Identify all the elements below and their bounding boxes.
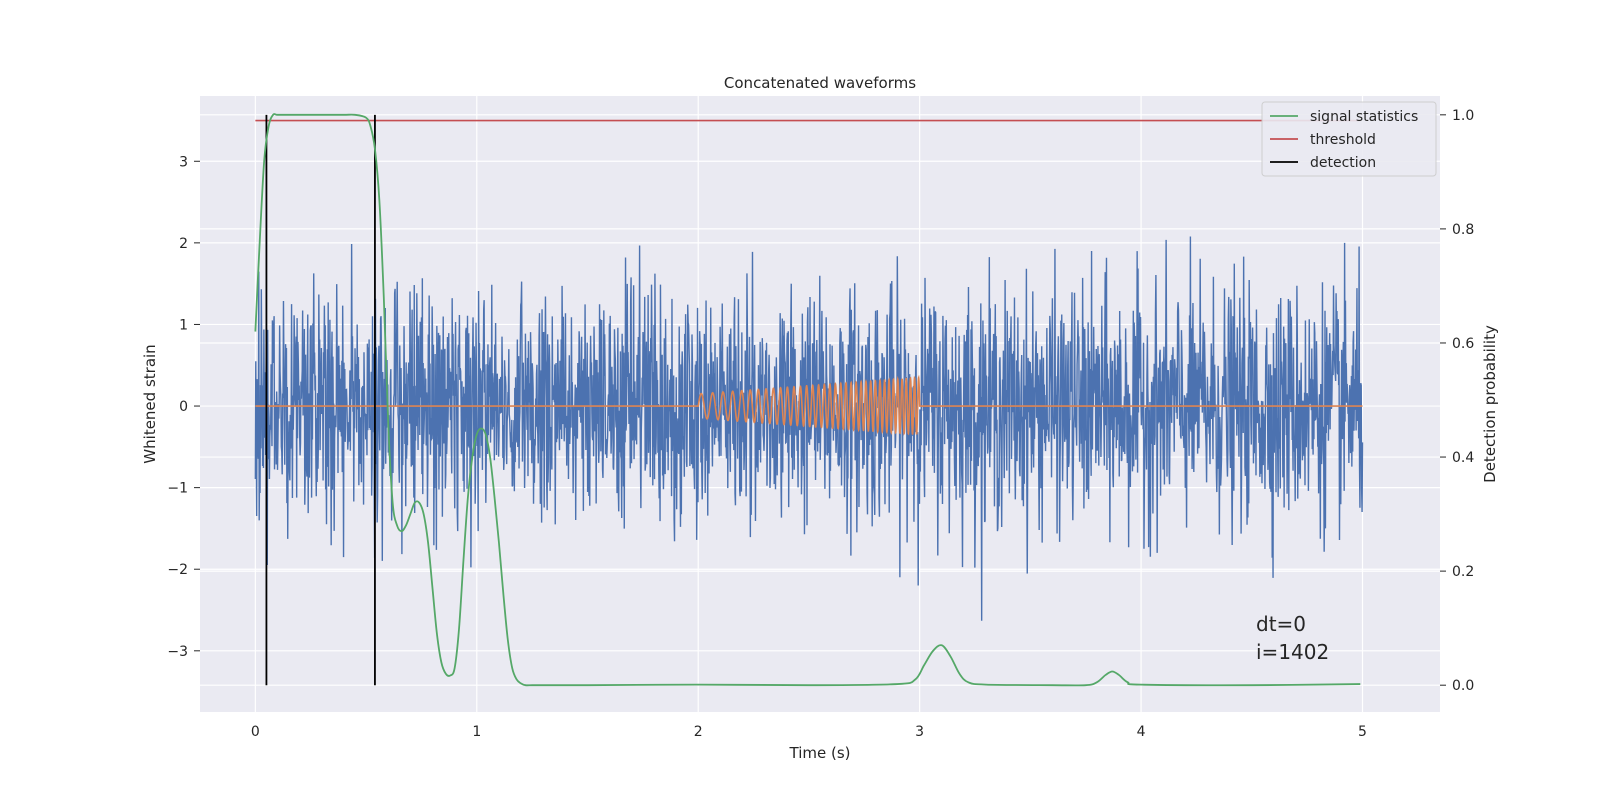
x-axis-label: Time (s) (789, 744, 851, 762)
y2-axis-label: Detection probability (1481, 325, 1499, 483)
legend-label-detection: detection (1310, 155, 1376, 171)
y2-tick-label: 1.0 (1452, 108, 1474, 124)
y-tick-label: 1 (179, 317, 188, 333)
x-tick-label: 5 (1358, 724, 1367, 740)
y2-tick-label: 0.0 (1452, 678, 1474, 694)
series-signal-statistics-line (254, 113, 1361, 687)
y2-tick-label: 0.4 (1452, 450, 1474, 466)
y-tick-label: −2 (167, 562, 188, 578)
y-tick-label: −1 (167, 481, 188, 497)
x-tick-label: 2 (694, 724, 703, 740)
y2-tick-label: 0.8 (1452, 222, 1474, 238)
annotation-dt: dt=0 (1256, 612, 1306, 636)
annotation-i: i=1402 (1256, 640, 1329, 664)
legend-label-signal-statistics: signal statistics (1310, 109, 1418, 125)
series-layer (254, 113, 1364, 687)
y-tick-label: 2 (179, 236, 188, 252)
x-tick-label: 0 (251, 724, 260, 740)
x-tick-label: 1 (472, 724, 481, 740)
y-tick-label: −3 (167, 644, 188, 660)
ticks-layer: 0 1 2 3 4 5 −3 −2 −1 0 1 2 3 0.0 0.2 0.4 0.6 0.8 1.0 (167, 108, 1474, 740)
y-axis-label: Whitened strain (141, 344, 159, 463)
series-strain-line (254, 236, 1364, 621)
legend: signal statistics threshold detection (1261, 101, 1437, 177)
legend-label-threshold: threshold (1310, 132, 1376, 148)
y2-tick-label: 0.2 (1452, 564, 1474, 580)
y-tick-label: 3 (179, 154, 188, 170)
chart-title: Concatenated waveforms (724, 74, 916, 92)
series-chirp-line (255, 374, 1363, 436)
y2-tick-label: 0.6 (1452, 336, 1474, 352)
x-tick-label: 4 (1137, 724, 1146, 740)
legend-box (1261, 101, 1437, 177)
x-tick-label: 3 (915, 724, 924, 740)
y-tick-label: 0 (179, 399, 188, 415)
